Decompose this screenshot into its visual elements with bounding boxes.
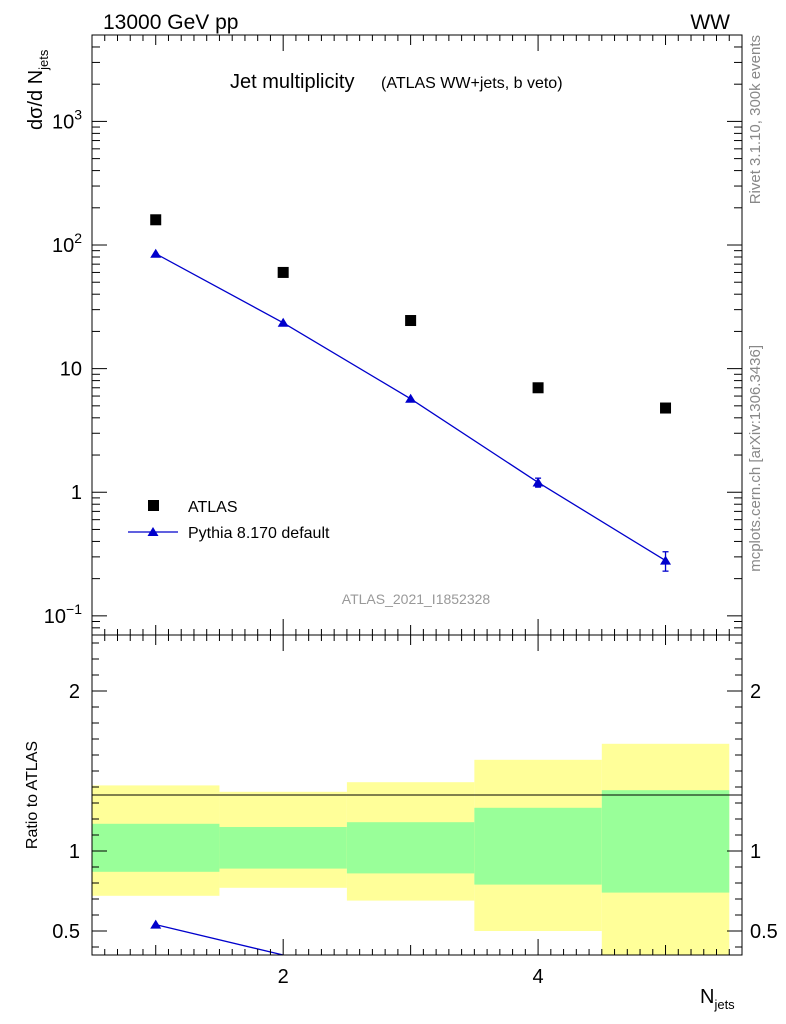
main-y-tick-label: 1 bbox=[71, 482, 82, 504]
ratio-uncertainty-bands bbox=[92, 743, 730, 955]
main-title: Jet multiplicity bbox=[230, 71, 354, 93]
ratio-y-label: Ratio to ATLAS bbox=[24, 741, 41, 849]
main-y-tick-label: 10 bbox=[60, 359, 82, 381]
ratio-band-inner bbox=[219, 827, 347, 869]
main-panel: 10−1 1 10 102 103 Jet multiplicity (ATLAS WW… bbox=[25, 34, 743, 636]
main-y-axis-label: dσ/d Njets bbox=[25, 49, 51, 130]
ratio-x-tick-label: 4 bbox=[533, 966, 544, 988]
ratio-y-tick-label: 2 bbox=[69, 681, 80, 703]
atlas-point bbox=[532, 382, 544, 394]
atlas-point bbox=[277, 266, 289, 278]
ratio-y-tick-label: 0.5 bbox=[52, 921, 80, 943]
rivet-label: Rivet 3.1.10, 300k events bbox=[747, 35, 764, 204]
pythia-point bbox=[277, 317, 289, 327]
mcplots-label: mcplots.cern.ch [arXiv:1306.3436] bbox=[747, 345, 764, 572]
main-x-ticks bbox=[91, 35, 743, 635]
ratio-x-label: Njets bbox=[700, 986, 735, 1012]
ratio-pythia-line bbox=[155, 923, 284, 956]
legend-atlas-marker bbox=[148, 500, 159, 511]
ratio-panel: 0.5 0.5 1 1 2 2 2 4 Ratio to ATLAS Njets bbox=[24, 634, 778, 1012]
main-y-tick-label: 103 bbox=[52, 106, 82, 133]
process-label: WW bbox=[690, 11, 730, 34]
main-marks bbox=[150, 214, 672, 572]
ratio-x-label-main: N bbox=[700, 986, 714, 1008]
legend-pythia-marker bbox=[147, 527, 159, 536]
main-y-label-main: dσ/d N bbox=[25, 70, 47, 130]
ratio-y-tick-label-right: 1 bbox=[750, 841, 761, 863]
ratio-pythia-point bbox=[150, 919, 162, 929]
ratio-y-tick-label: 1 bbox=[69, 841, 80, 863]
main-y-tick-label: 10−1 bbox=[44, 601, 82, 628]
ratio-y-tick-label-right: 0.5 bbox=[750, 921, 778, 943]
svg-text:dσ/d Njets: dσ/d Njets bbox=[25, 49, 51, 130]
ratio-band-inner bbox=[92, 823, 220, 872]
ratio-band-inner bbox=[601, 790, 730, 893]
ratio-y-ticks: 0.5 0.5 1 1 2 2 bbox=[52, 642, 778, 948]
atlas-point bbox=[150, 214, 162, 226]
ratio-y-tick-label-right: 2 bbox=[750, 681, 761, 703]
atlas-point bbox=[660, 402, 672, 414]
ratio-x-tick-label: 2 bbox=[278, 966, 289, 988]
ratio-band-inner bbox=[474, 807, 602, 885]
legend-atlas-label: ATLAS bbox=[188, 499, 238, 516]
legend-pythia-label: Pythia 8.170 default bbox=[188, 525, 330, 542]
ratio-x-label-sub: jets bbox=[713, 997, 735, 1012]
main-y-label-sub: jets bbox=[36, 49, 51, 71]
pythia-point bbox=[660, 555, 672, 565]
atlas-point bbox=[405, 315, 417, 327]
ratio-band-inner bbox=[346, 822, 475, 874]
main-y-ticks: 10−1 1 10 102 103 bbox=[44, 34, 742, 636]
main-y-tick-label: 102 bbox=[52, 230, 82, 257]
ratio-plot-frame bbox=[91, 634, 743, 956]
analysis-watermark: ATLAS_2021_I1852328 bbox=[342, 591, 491, 607]
collision-label: 13000 GeV pp bbox=[103, 11, 238, 34]
main-subtitle: (ATLAS WW+jets, b veto) bbox=[381, 75, 563, 92]
ratio-marks bbox=[150, 919, 284, 956]
pythia-point bbox=[150, 248, 162, 258]
main-plot-frame bbox=[91, 34, 743, 636]
pythia-point bbox=[405, 393, 417, 403]
pythia-point bbox=[532, 477, 544, 487]
legend: ATLAS Pythia 8.170 default bbox=[128, 499, 330, 542]
